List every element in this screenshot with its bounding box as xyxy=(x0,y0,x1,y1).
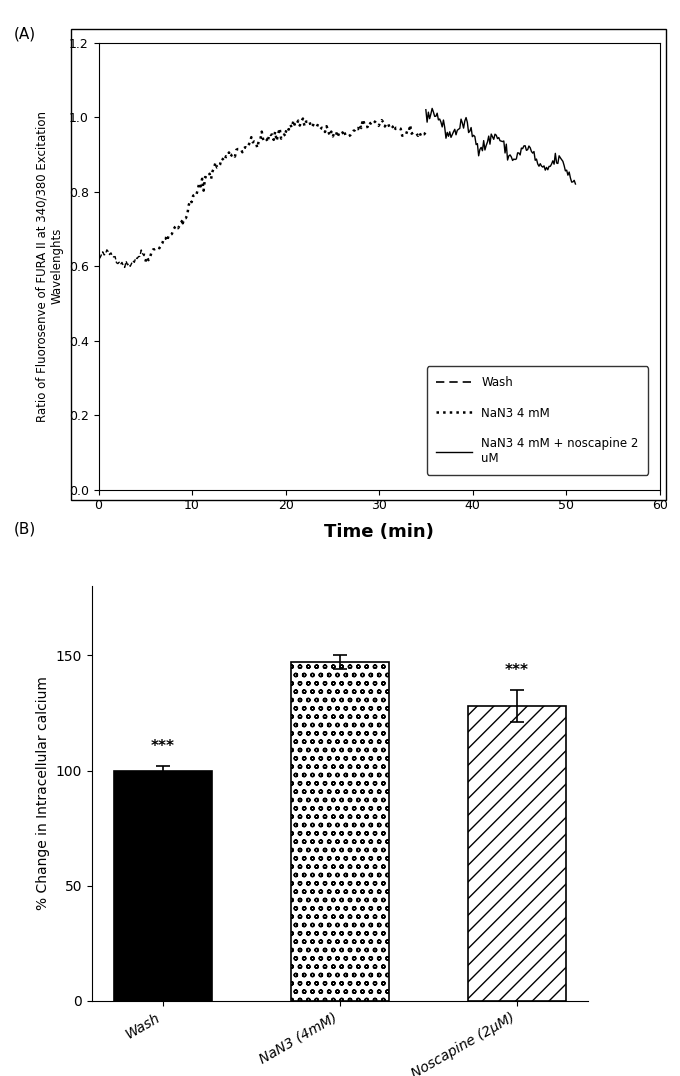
Wash xyxy=(140,250,148,263)
NaN3 4 mM + noscapine 2
uM xyxy=(463,116,471,129)
Wash xyxy=(136,250,144,263)
Wash xyxy=(133,252,141,265)
NaN3 4 mM xyxy=(199,184,207,197)
Wash xyxy=(111,250,119,263)
NaN3 4 mM + noscapine 2
uM xyxy=(526,141,534,154)
Wash xyxy=(126,260,135,273)
NaN3 4 mM xyxy=(256,133,265,146)
NaN3 4 mM + noscapine 2
uM xyxy=(454,123,462,136)
Line: Wash: Wash xyxy=(99,250,146,268)
Wash xyxy=(95,252,103,265)
NaN3 4 mM + noscapine 2
uM xyxy=(568,175,576,188)
NaN3 4 mM + noscapine 2
uM xyxy=(571,178,579,190)
Wash xyxy=(104,245,112,258)
NaN3 4 mM + noscapine 2
uM xyxy=(541,164,549,176)
Wash xyxy=(131,256,139,269)
Wash xyxy=(108,250,116,263)
Wash xyxy=(119,259,127,272)
Wash xyxy=(120,261,129,274)
Text: (A): (A) xyxy=(14,27,36,42)
Wash xyxy=(128,257,136,270)
Wash xyxy=(139,247,147,260)
Wash xyxy=(107,246,115,259)
Bar xyxy=(114,770,211,1001)
NaN3 4 mM xyxy=(141,255,150,268)
Text: ***: *** xyxy=(151,739,175,754)
Bar xyxy=(469,706,566,1001)
Line: NaN3 4 mM + noscapine 2
uM: NaN3 4 mM + noscapine 2 uM xyxy=(426,109,575,184)
NaN3 4 mM + noscapine 2
uM xyxy=(422,103,430,116)
Wash xyxy=(115,256,123,269)
X-axis label: Time (min): Time (min) xyxy=(324,523,434,541)
Wash xyxy=(123,258,131,271)
Wash xyxy=(137,243,146,256)
NaN3 4 mM xyxy=(299,112,307,125)
Wash xyxy=(129,254,137,267)
Wash xyxy=(96,252,104,265)
Wash xyxy=(100,249,108,261)
Wash xyxy=(99,245,107,258)
Wash xyxy=(135,251,143,264)
Wash xyxy=(114,257,122,270)
NaN3 4 mM xyxy=(330,126,339,139)
NaN3 4 mM xyxy=(185,199,193,212)
Line: NaN3 4 mM: NaN3 4 mM xyxy=(146,118,426,261)
Wash xyxy=(116,258,124,271)
Y-axis label: Ratio of Fluorosenve of FURA II at 340/380 Excitation
Wavelenghts: Ratio of Fluorosenve of FURA II at 340/3… xyxy=(35,111,63,422)
Wash xyxy=(122,255,130,268)
NaN3 4 mM xyxy=(422,126,430,139)
Wash xyxy=(112,256,120,269)
Bar xyxy=(291,663,389,1001)
NaN3 4 mM xyxy=(373,117,381,130)
NaN3 4 mM + noscapine 2
uM xyxy=(428,102,436,115)
Wash xyxy=(124,257,133,270)
Wash xyxy=(141,245,150,258)
Wash xyxy=(105,249,114,261)
Wash xyxy=(118,256,126,269)
Legend: Wash, NaN3 4 mM, NaN3 4 mM + noscapine 2
uM: Wash, NaN3 4 mM, NaN3 4 mM + noscapine 2… xyxy=(427,367,648,475)
Wash xyxy=(109,251,118,264)
NaN3 4 mM xyxy=(201,171,209,184)
Text: (B): (B) xyxy=(14,522,36,537)
Y-axis label: % Change in Intracellular calcium: % Change in Intracellular calcium xyxy=(36,677,50,910)
Text: ***: *** xyxy=(505,664,529,679)
Wash xyxy=(101,247,109,260)
NaN3 4 mM + noscapine 2
uM xyxy=(506,148,514,161)
Wash xyxy=(132,251,140,264)
Wash xyxy=(103,243,111,256)
Wash xyxy=(97,249,105,261)
